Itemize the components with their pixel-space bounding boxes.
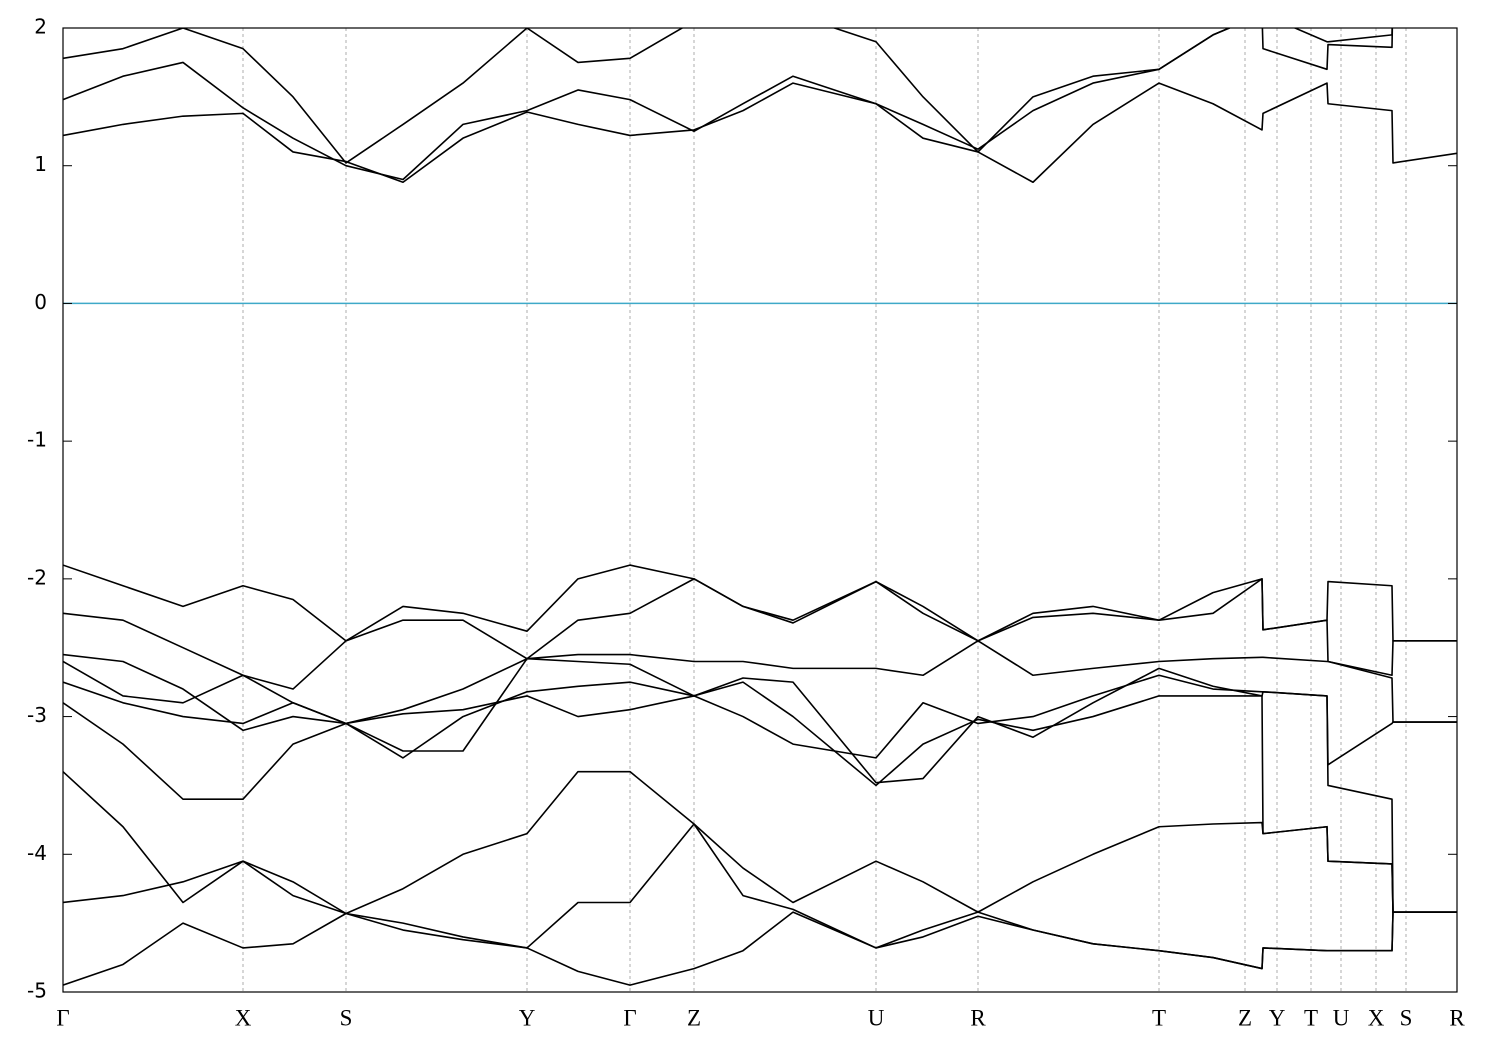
band-line — [63, 681, 1457, 913]
y-tick-label: -2 — [27, 565, 47, 589]
plot-frame — [62, 27, 1458, 993]
bands — [63, 28, 1457, 986]
band-line — [63, 640, 1457, 732]
x-tick-label: R — [1449, 1005, 1465, 1030]
x-tick-label: Y — [1269, 1005, 1286, 1030]
x-tick-label: U — [1333, 1005, 1350, 1030]
x-tick-label: Γ — [56, 1005, 69, 1030]
x-tick-label: U — [868, 1005, 885, 1030]
x-tick-label: X — [1368, 1005, 1385, 1030]
x-tick-label: X — [235, 1005, 252, 1030]
y-tick-label: 0 — [34, 290, 47, 314]
x-tick-label: Y — [519, 1005, 536, 1030]
band-line — [63, 823, 1457, 970]
band-line — [63, 667, 1457, 913]
y-tick-label: 1 — [34, 152, 47, 176]
x-tick-label: T — [1304, 1005, 1318, 1030]
band-line — [63, 578, 1457, 690]
band-line — [63, 911, 1457, 986]
x-tick-label: R — [970, 1005, 986, 1030]
band-line — [63, 28, 1394, 181]
band-line — [63, 564, 1457, 642]
y-tick-label: -4 — [27, 841, 47, 865]
y-tick-label: -3 — [27, 703, 47, 727]
x-tick-label: S — [340, 1005, 353, 1030]
band-line — [63, 770, 1457, 915]
x-tick-label: S — [1400, 1005, 1413, 1030]
grid — [62, 28, 1458, 992]
y-tick-label: 2 — [34, 15, 47, 39]
band-line — [63, 28, 1393, 164]
x-tick-label: Z — [1238, 1005, 1252, 1030]
x-tick-label: T — [1152, 1005, 1166, 1030]
y-tick-label: -5 — [27, 979, 47, 1003]
y-tick-label: -1 — [27, 428, 47, 452]
x-tick-label: Γ — [623, 1005, 636, 1030]
band-line — [63, 82, 1457, 184]
x-tick-label: Z — [687, 1005, 701, 1030]
